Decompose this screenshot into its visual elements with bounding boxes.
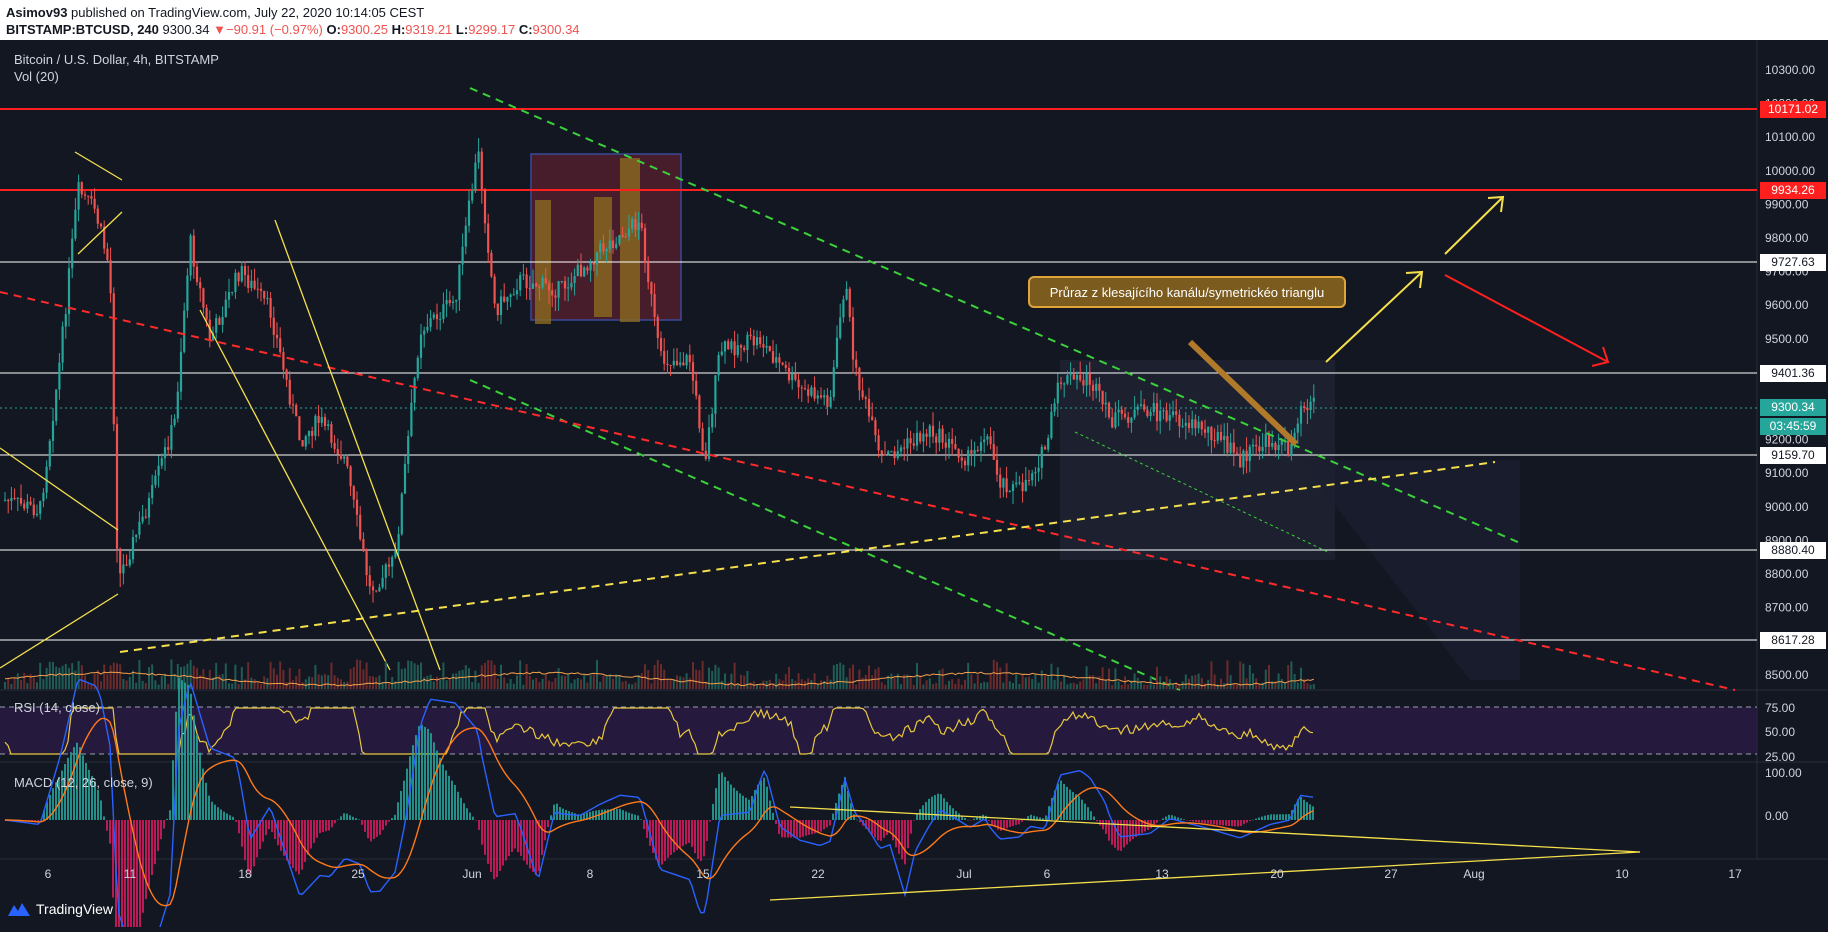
macd-legend[interactable]: MACD (12, 26, close, 9) — [14, 775, 153, 790]
arrow-down — [1444, 274, 1610, 367]
price-tick: 9100.00 — [1765, 466, 1809, 480]
close-value: 9300.34 — [532, 22, 580, 37]
time-tick: 17 — [1728, 867, 1742, 881]
macd-triangle-lower — [769, 851, 1641, 901]
time-tick: 13 — [1155, 867, 1169, 881]
price-tick: 8800.00 — [1765, 567, 1809, 581]
time-axis: 6 11 18 25 Jun 8 15 22 Jul 6 13 20 27 Aug 10 17 — [45, 867, 1742, 881]
time-tick: 6 — [45, 867, 52, 881]
sell-zone-outline — [530, 153, 682, 321]
macd-triangle-upper — [789, 806, 1641, 853]
price-tick: 9500.00 — [1765, 332, 1809, 346]
chart-canvas[interactable]: 10300.0010200.0010100.0010000.009900.009… — [0, 40, 1828, 932]
change-arrow-icon: ▼ — [213, 22, 227, 37]
price-label-9934: 9934.26 — [1760, 182, 1826, 199]
price-tick: 9900.00 — [1765, 197, 1809, 211]
channel-shade — [1060, 360, 1335, 560]
rsi-line — [4, 707, 1314, 755]
breakout-callout: Průraz z klesajícího kanálu/symetrickéo … — [1028, 276, 1346, 308]
macd-line — [4, 678, 1314, 932]
time-tick: 18 — [238, 867, 252, 881]
price-label-8617: 8617.28 — [1760, 632, 1826, 649]
yellow-line-4 — [0, 593, 119, 669]
open-value: 9300.25 — [340, 22, 388, 37]
rsi-band — [0, 707, 1757, 754]
projection-shade — [1300, 460, 1520, 680]
orange-block-2 — [594, 197, 612, 317]
price-tick: 9200.00 — [1765, 433, 1809, 447]
price-tick: 10100.00 — [1765, 130, 1815, 144]
yellow-line-6 — [77, 211, 123, 255]
time-tick: 25 — [351, 867, 365, 881]
time-tick: 22 — [811, 867, 825, 881]
price-label-current: 9300.34 — [1760, 399, 1826, 416]
tradingview-logo-icon — [8, 903, 30, 916]
published-text: published on TradingView.com, July 22, 2… — [71, 5, 425, 20]
publish-line: Asimov93 published on TradingView.com, J… — [6, 5, 424, 20]
tradingview-logo-text: TradingView — [36, 901, 114, 917]
price-candles — [3, 138, 1315, 603]
price-label-9401: 9401.36 — [1760, 365, 1826, 382]
callout-pointer — [1187, 339, 1299, 447]
time-tick: Jul — [956, 867, 971, 881]
price-tick: 8500.00 — [1765, 668, 1809, 682]
support-yellow-line — [119, 461, 1496, 653]
symbol-line: BITSTAMP:BTCUSD, 240 9300.34 ▼−90.91 (−0… — [6, 22, 580, 37]
time-tick: 11 — [124, 867, 137, 881]
orange-block-3 — [620, 158, 640, 322]
time-tick: 6 — [1044, 867, 1051, 881]
symbol-code: BITSTAMP:BTCUSD, 240 — [6, 22, 159, 37]
price-label-8880: 8880.40 — [1760, 542, 1826, 559]
rsi-legend[interactable]: RSI (14, close) — [14, 700, 100, 715]
rsi-tick-75: 75.00 — [1765, 701, 1795, 715]
publish-header: Asimov93 published on TradingView.com, J… — [0, 0, 1828, 40]
price-change: −90.91 (−0.97%) — [226, 22, 323, 37]
time-tick: 8 — [587, 867, 594, 881]
price-tick: 9600.00 — [1765, 298, 1809, 312]
high-value: 9319.21 — [405, 22, 453, 37]
price-label-9727: 9727.63 — [1760, 254, 1826, 271]
midline-red — [0, 291, 1736, 691]
arrow-up-2 — [1444, 195, 1505, 255]
macd-tick-0: 0.00 — [1765, 809, 1789, 823]
chart-area[interactable]: 10300.0010200.0010100.0010000.009900.009… — [0, 40, 1828, 932]
countdown-label: 03:45:59 — [1760, 418, 1826, 435]
arrow-up-1 — [1325, 270, 1424, 363]
volume-ma-line — [4, 671, 1314, 687]
price-label-9159: 9159.70 — [1760, 447, 1826, 464]
rsi-tick-25: 25.00 — [1765, 750, 1795, 764]
yellow-line-2 — [199, 309, 391, 671]
publisher-name[interactable]: Asimov93 — [6, 5, 68, 20]
macd-signal-line — [5, 717, 1314, 907]
price-tick: 9800.00 — [1765, 231, 1809, 245]
time-tick: 15 — [696, 867, 710, 881]
tradingview-logo[interactable]: TradingView — [8, 898, 113, 920]
price-tick: 8700.00 — [1765, 601, 1809, 615]
channel-lower-line — [469, 379, 1181, 691]
last-price: 9300.34 — [162, 22, 210, 37]
volume-legend[interactable]: Vol (20) — [14, 69, 59, 84]
yellow-line-1 — [274, 219, 441, 671]
macd-histogram — [4, 677, 1314, 932]
channel-upper-line — [469, 87, 1521, 544]
time-tick: Aug — [1463, 867, 1484, 881]
time-tick: 10 — [1615, 867, 1629, 881]
yellow-line-3 — [0, 447, 119, 531]
chart-title[interactable]: Bitcoin / U.S. Dollar, 4h, BITSTAMP — [14, 52, 219, 67]
time-tick: Jun — [462, 867, 481, 881]
price-tick: 9000.00 — [1765, 500, 1809, 514]
price-label-10171: 10171.02 — [1760, 101, 1826, 118]
time-tick: 27 — [1384, 867, 1398, 881]
rsi-tick-50: 50.00 — [1765, 725, 1795, 739]
price-tick: 10000.00 — [1765, 164, 1815, 178]
yellow-line-5 — [74, 151, 123, 181]
macd-tick-100: 100.00 — [1765, 766, 1802, 780]
time-tick: 20 — [1270, 867, 1284, 881]
price-tick: 10300.00 — [1765, 63, 1815, 77]
inner-channel-line — [1074, 431, 1331, 554]
low-value: 9299.17 — [468, 22, 516, 37]
